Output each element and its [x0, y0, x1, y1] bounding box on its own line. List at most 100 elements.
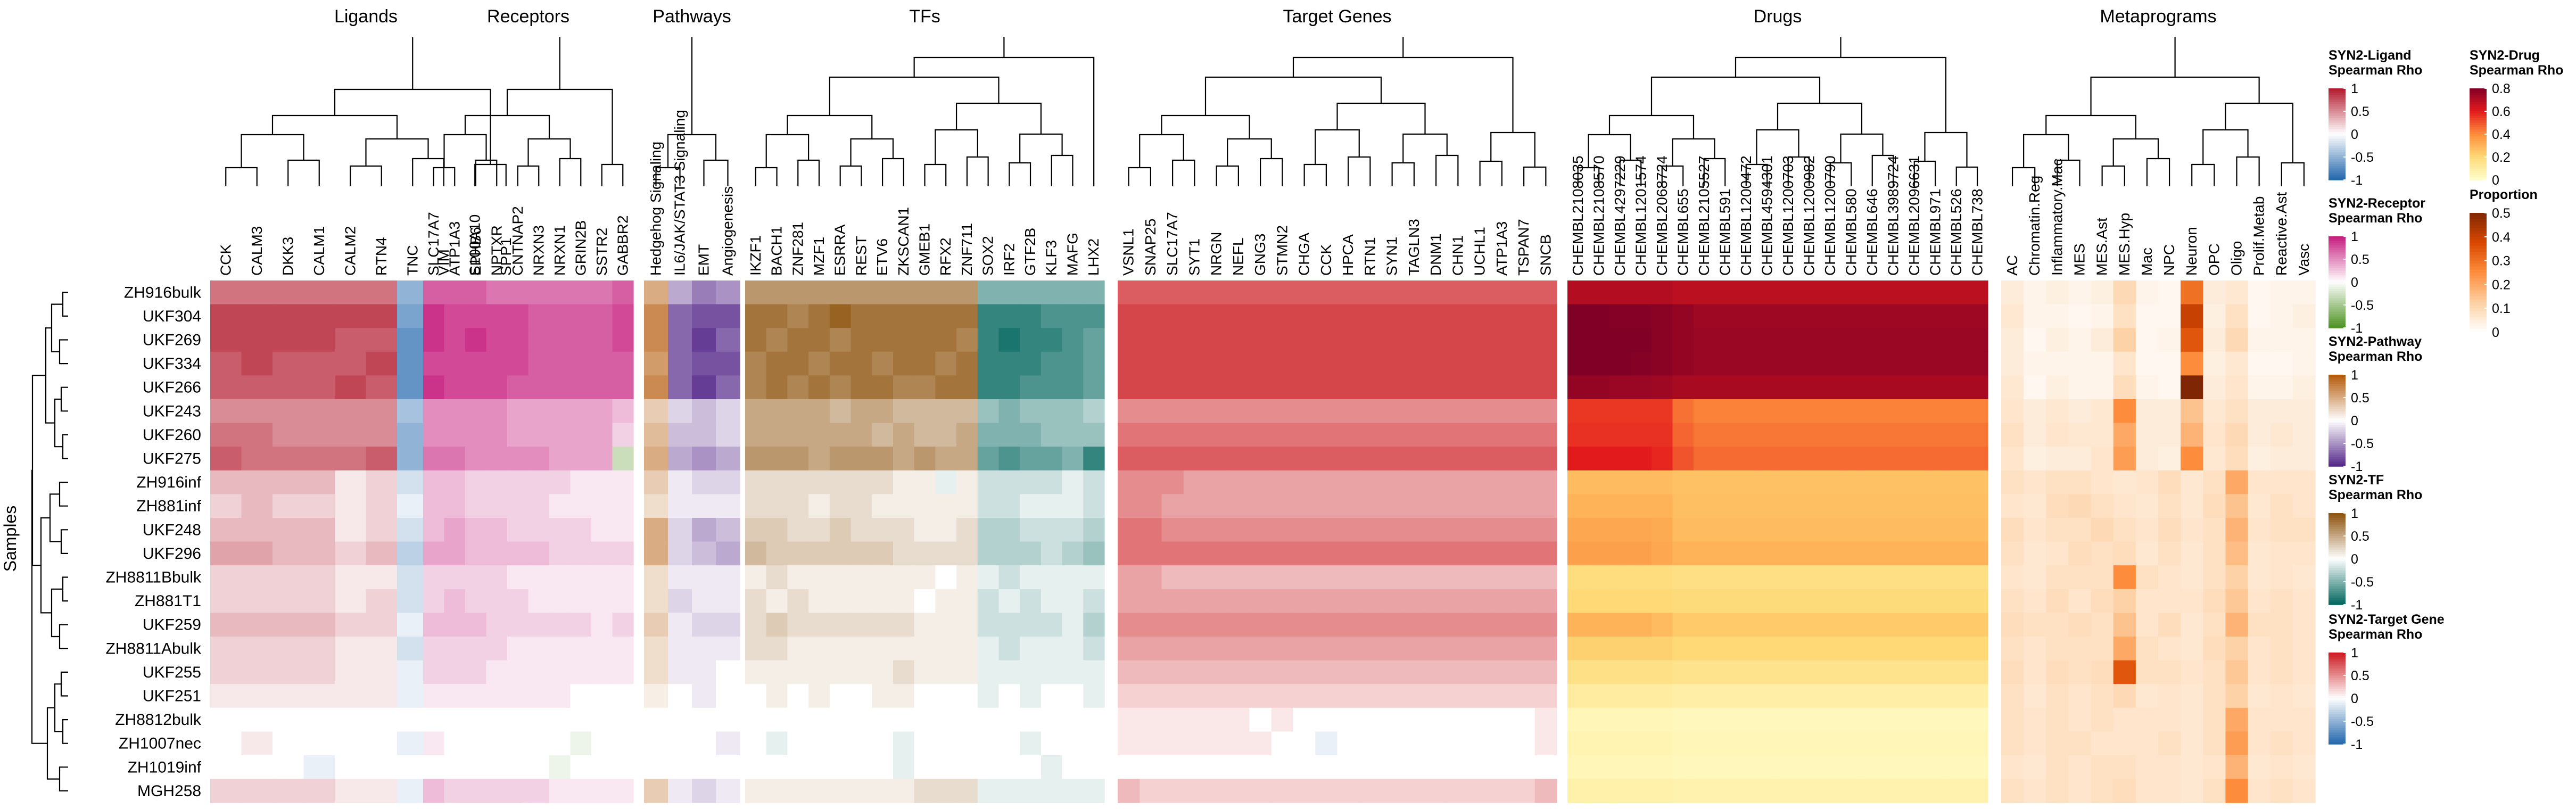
- heatmap-cell: [1381, 731, 1403, 756]
- heatmap-cell: [872, 280, 894, 305]
- heatmap-cell: [1925, 541, 1946, 566]
- heatmap-cell: [2270, 375, 2293, 400]
- heatmap-cell: [303, 541, 335, 566]
- heatmap-cell: [303, 470, 335, 494]
- heatmap-cell: [1118, 328, 1140, 352]
- legend-gradient-step: [2329, 166, 2346, 169]
- heatmap-cell: [335, 423, 367, 447]
- heatmap-cell: [1630, 375, 1652, 400]
- heatmap-cell: [1469, 518, 1491, 542]
- heatmap-cell: [1140, 304, 1162, 328]
- legend-gradient-step: [2329, 696, 2346, 699]
- heatmap-cell: [1967, 637, 1988, 661]
- legend-gradient-step: [2329, 266, 2346, 269]
- legend-gradient-step: [2329, 321, 2346, 324]
- heatmap-cell: [2001, 399, 2024, 424]
- heatmap-cell: [787, 637, 809, 661]
- heatmap-cell: [2158, 447, 2181, 471]
- legend-gradient-step: [2329, 591, 2346, 594]
- legend-gradient-step: [2470, 97, 2487, 101]
- heatmap-cell: [1249, 589, 1272, 613]
- heatmap-cell: [1041, 565, 1063, 590]
- heatmap-cell: [1609, 660, 1631, 684]
- heatmap-cell: [692, 304, 716, 328]
- heatmap-cell: [528, 731, 550, 756]
- heatmap-cell: [210, 637, 242, 661]
- heatmap-cell: [1118, 731, 1140, 756]
- heatmap-cell: [1183, 660, 1206, 684]
- heatmap-cell: [2135, 707, 2159, 732]
- heatmap-cell: [1381, 589, 1403, 613]
- heatmap-cell: [528, 351, 550, 376]
- heatmap-cell: [1183, 375, 1206, 400]
- column-label: SNAP25: [1142, 219, 1159, 276]
- heatmap-cell: [2270, 565, 2293, 590]
- heatmap-cell: [423, 660, 445, 684]
- heatmap-cell: [2203, 304, 2226, 328]
- heatmap-cell: [2135, 351, 2159, 376]
- heatmap-cell: [1359, 755, 1382, 780]
- heatmap-cell: [893, 565, 915, 590]
- heatmap-cell: [2091, 423, 2114, 447]
- heatmap-cell: [1118, 351, 1140, 376]
- column-label: CHEMBL2108570: [1590, 155, 1607, 276]
- block-title: Drugs: [1754, 6, 1802, 27]
- heatmap-cell: [1469, 304, 1491, 328]
- sample-label: ZH916inf: [136, 474, 201, 491]
- legend-gradient-step: [2329, 407, 2346, 410]
- heatmap-cell: [1756, 399, 1778, 424]
- legend-gradient-step: [2470, 170, 2487, 174]
- heatmap-cell: [1249, 470, 1272, 494]
- heatmap-cell: [2024, 351, 2046, 376]
- heatmap-cell: [998, 304, 1020, 328]
- heatmap-cell: [1491, 518, 1514, 542]
- heatmap-cell: [2248, 351, 2271, 376]
- heatmap-cell: [692, 518, 716, 542]
- heatmap-cell: [1946, 280, 1968, 305]
- column-label: GTF2B: [1022, 228, 1038, 276]
- sample-label: ZH1007nec: [119, 735, 201, 753]
- heatmap-cell: [2091, 447, 2114, 471]
- heatmap-cell: [1904, 447, 1926, 471]
- heatmap-cell: [1447, 589, 1469, 613]
- column-label: ETV6: [874, 238, 890, 276]
- heatmap-cell: [716, 423, 740, 447]
- heatmap-cell: [956, 470, 978, 494]
- heatmap-cell: [2292, 399, 2316, 424]
- row-dendrogram-branch: [51, 588, 63, 638]
- heatmap-cell: [2203, 565, 2226, 590]
- heatmap-cell: [591, 328, 613, 352]
- heatmap-cell: [935, 328, 957, 352]
- heatmap-cell: [1652, 707, 1673, 732]
- heatmap-cell: [1315, 541, 1338, 566]
- dendrogram-branch: [1009, 162, 1031, 186]
- heatmap-cell: [1293, 399, 1316, 424]
- heatmap-cell: [1567, 280, 1589, 305]
- heatmap-cell: [692, 447, 716, 471]
- heatmap-cell: [241, 423, 273, 447]
- heatmap-cell: [1337, 541, 1360, 566]
- heatmap-cell: [956, 589, 978, 613]
- heatmap-cell: [549, 328, 571, 352]
- dendrogram-branch: [1051, 154, 1074, 186]
- heatmap-cell: [2181, 304, 2203, 328]
- heatmap-cell: [2181, 280, 2203, 305]
- heatmap-cell: [1359, 541, 1382, 566]
- legend-tick-label: 0: [2492, 325, 2499, 340]
- heatmap-cell: [1820, 470, 1842, 494]
- heatmap-cell: [956, 779, 978, 803]
- legend-tick-label: 0.5: [2492, 206, 2511, 221]
- heatmap-cell: [528, 304, 550, 328]
- heatmap-cell: [366, 613, 398, 637]
- heatmap-cell: [1041, 755, 1063, 780]
- heatmap-cell: [935, 423, 957, 447]
- legend-gradient-step: [2470, 161, 2487, 164]
- heatmap-cell: [745, 447, 767, 471]
- heatmap-cell: [787, 589, 809, 613]
- heatmap-cell: [2248, 280, 2271, 305]
- heatmap-cell: [1118, 423, 1140, 447]
- heatmap-cell: [2113, 565, 2136, 590]
- heatmap-cell: [956, 494, 978, 518]
- heatmap-cell: [570, 589, 592, 613]
- heatmap-cell: [2292, 423, 2316, 447]
